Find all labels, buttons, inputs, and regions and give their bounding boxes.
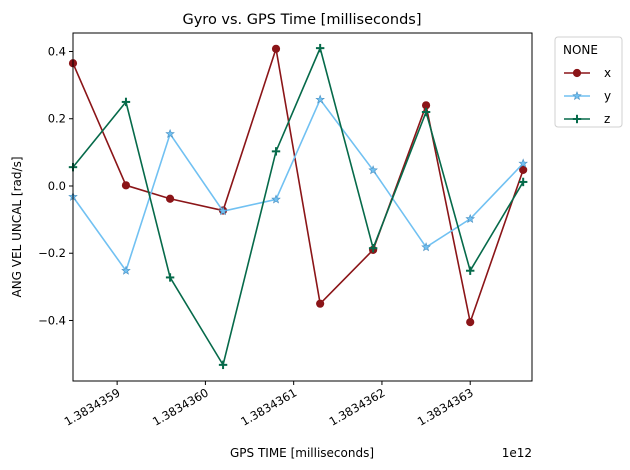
data-point-x-8 (421, 101, 431, 110)
legend-marker-x (572, 68, 582, 78)
data-point-z-9 (466, 266, 475, 275)
y-tick-label: 0.0 (48, 179, 66, 193)
y-tick-label: 0.4 (48, 44, 66, 58)
data-point-z-10 (518, 177, 528, 187)
legend: NONE xyz (554, 36, 623, 128)
data-point-y-3 (165, 128, 175, 138)
plot-frame (72, 32, 533, 382)
data-point-z-6 (315, 43, 325, 53)
chart-title: Gyro vs. GPS Time [milliseconds] (182, 12, 421, 28)
y-axis-label: ANG VEL UNCAL [rad/s] (10, 157, 24, 298)
y-tick-label: −0.4 (38, 313, 66, 327)
data-point-y-9 (465, 213, 476, 224)
data-point-y-8 (421, 242, 431, 252)
y-tick-label: −0.2 (38, 246, 66, 260)
data-point-x-6 (316, 299, 325, 308)
legend-title: NONE (563, 43, 598, 57)
data-point-z-4 (218, 360, 228, 370)
data-point-z-7 (368, 243, 378, 253)
legend-entry-x: x (564, 66, 611, 80)
data-point-z-3 (165, 273, 175, 282)
y-tick-label: 0.2 (48, 112, 66, 126)
legend-entry-z: z (564, 112, 610, 126)
data-point-x-5 (271, 44, 281, 53)
data-point-x-3 (165, 194, 175, 203)
legend-marker-y (572, 90, 582, 101)
data-point-y-10 (518, 158, 528, 168)
data-point-z-2 (121, 97, 131, 107)
x-axis-label: GPS TIME [milliseconds] (230, 446, 374, 460)
data-point-y-2 (121, 265, 131, 275)
legend-label-z: z (604, 112, 610, 126)
data-point-y-4 (218, 206, 228, 216)
data-point-y-7 (368, 165, 378, 175)
legend-entry-y: y (564, 89, 611, 103)
data-point-x-9 (466, 318, 475, 327)
legend-marker-z (572, 114, 582, 124)
data-point-x-10 (519, 165, 528, 174)
series-line-z (72, 45, 524, 367)
legend-label-x: x (604, 66, 611, 80)
x-axis-offset-label: 1e12 (502, 446, 532, 460)
data-point-z-5 (271, 147, 281, 156)
data-point-z-8 (421, 107, 431, 117)
data-point-y-5 (271, 194, 281, 204)
legend-label-y: y (604, 89, 611, 103)
data-point-y-6 (315, 94, 325, 104)
legend-box (554, 36, 623, 128)
data-point-x-2 (121, 181, 131, 190)
series-line-y (72, 97, 524, 273)
